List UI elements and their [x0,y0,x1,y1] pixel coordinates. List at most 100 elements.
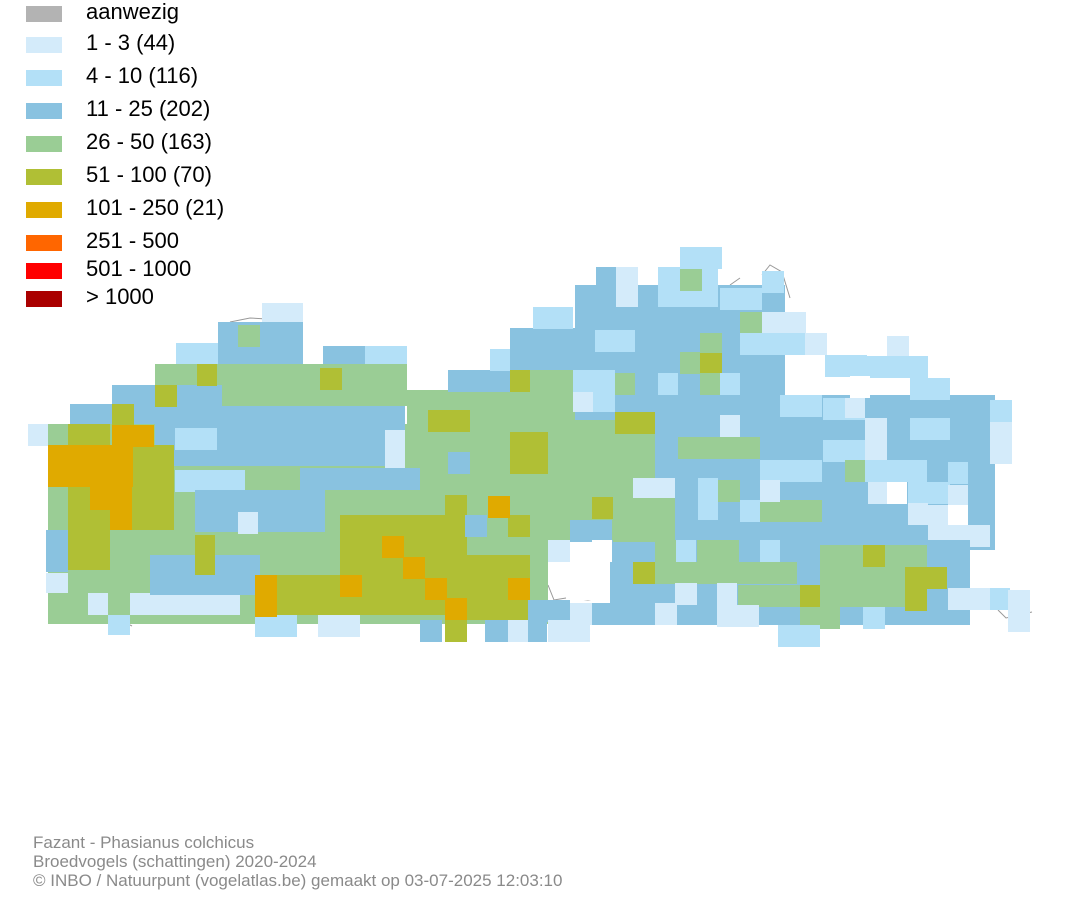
grid-cells [340,575,362,597]
grid-cells [488,496,510,518]
grid-cells [573,392,593,412]
grid-cells [800,607,840,629]
grid-cells [720,288,762,310]
grid-cells [195,490,325,532]
grid-cells [425,515,467,557]
grid-cells [633,562,655,584]
grid-cells [570,497,592,519]
grid-cells [445,598,467,620]
grid-cells [428,410,470,432]
grid-cells [905,545,927,567]
grid-cells [738,437,760,459]
grid-cells [46,530,68,572]
legend-item-501-1000: 501 - 1000 [26,257,326,281]
grid-cells [155,385,177,407]
grid-cells [1008,590,1030,632]
grid-cells [805,333,827,355]
grid-cells [448,452,470,474]
grid-cells [615,373,635,395]
grid-cells [132,445,174,530]
grid-cells [510,370,532,392]
grid-cells [845,398,865,418]
grid-cells [908,482,950,504]
grid-cells [613,520,675,542]
legend-label: 51 - 100 (70) [86,162,212,187]
grid-cells [445,620,467,642]
grid-cells [130,593,240,615]
grid-cells [655,603,677,625]
legend-item-26-50: 26 - 50 (163) [26,130,326,154]
credit-line: © INBO / Natuurpunt (vogelatlas.be) gema… [33,871,563,890]
legend-label: > 1000 [86,284,154,309]
grid-cells [255,575,277,617]
grid-cells [616,267,638,307]
grid-cells [738,585,800,607]
grid-cells [68,424,110,446]
grid-cells [633,478,675,500]
legend-swatch [26,202,62,218]
legend-swatch [26,70,62,86]
grid-cells [508,515,530,537]
legend-item-101-250: 101 - 250 (21) [26,196,326,220]
grid-cells [655,562,797,584]
grid-cells [825,355,867,377]
grid-cells [868,482,888,504]
grid-cells [700,373,722,395]
grid-cells [175,428,217,450]
grid-cells [910,418,950,440]
grid-cells [910,378,950,400]
grid-cells [176,343,218,365]
grid-cells [740,312,762,334]
grid-cells [175,470,245,492]
grid-cells [197,364,217,386]
grid-cells [990,400,1012,422]
grid-cells [445,495,467,517]
grid-cells [762,312,806,334]
grid-cells [508,620,528,642]
grid-cells [948,462,968,484]
grid-cells [633,498,675,520]
grid-cells [510,432,552,474]
grid-cells [700,333,722,353]
legend-item-4-10: 4 - 10 (116) [26,64,326,88]
grid-cells [887,482,907,504]
grid-cells [845,460,865,482]
legend-label: 501 - 1000 [86,256,192,281]
grid-cells [720,415,740,437]
legend-swatch [26,103,62,119]
grid-cells [717,605,759,627]
legend-label: 26 - 50 (163) [86,129,212,154]
grid-cells [382,536,404,558]
grid-cells [698,478,718,520]
grid-cells [760,540,780,562]
grid-cells [680,269,702,291]
grid-cells [800,585,820,607]
grid-cells [762,333,806,355]
footer: Fazant - Phasianus colchicus Broedvogels… [33,833,562,890]
grid-cells [905,567,947,589]
legend-swatch [26,37,62,53]
legend-label: aanwezig [86,0,179,24]
grid-cells [760,480,780,502]
legend-swatch [26,263,62,279]
grid-cells [720,373,740,395]
grid-cells [570,520,612,542]
grid-cells [717,583,737,605]
grid-cells [46,573,68,593]
legend-item-51-100: 51 - 100 (70) [26,163,326,187]
grid-cells [778,625,820,647]
grid-cells [318,615,360,637]
dataset-name: Broedvogels (schattingen) 2020-2024 [33,852,317,871]
legend-swatch [26,291,62,307]
grid-cells [262,303,303,325]
legend-label: 101 - 250 (21) [86,195,225,220]
grid-cells [528,600,570,622]
grid-cells [928,505,948,525]
grid-cells [697,540,739,562]
legend-item-1-3: 1 - 3 (44) [26,31,326,55]
legend-swatch [26,6,62,22]
grid-cells [780,395,822,417]
grid-cells [112,425,154,447]
grid-cells [508,578,530,600]
grid-cells [591,603,611,625]
